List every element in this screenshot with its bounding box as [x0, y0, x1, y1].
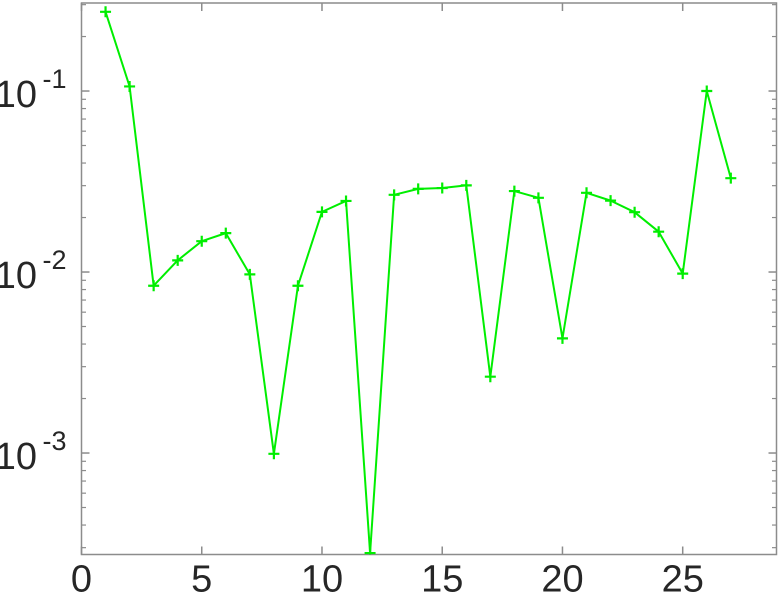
x-tick-label: 0 [71, 559, 92, 600]
data-point-marker [100, 6, 112, 18]
data-point-marker [340, 195, 352, 207]
x-tick-label: 15 [421, 559, 463, 600]
x-tick-label: 25 [662, 559, 704, 600]
data-point-marker [605, 195, 617, 207]
data-point-marker [629, 206, 641, 218]
data-point-marker [268, 448, 280, 460]
data-point-marker [364, 547, 376, 555]
data-point-marker [460, 179, 472, 191]
y-tick-label: 10 -2 [0, 245, 67, 297]
data-point-marker [388, 189, 400, 201]
x-tick-label: 10 [301, 559, 343, 600]
data-point-marker [220, 227, 232, 239]
data-point-marker [244, 268, 256, 280]
data-point-marker [316, 206, 328, 218]
x-tick-label: 5 [191, 559, 212, 600]
data-point-marker [556, 332, 568, 344]
data-point-marker [196, 235, 208, 247]
data-point-marker [701, 85, 713, 97]
y-tick-label: 10 -3 [0, 426, 67, 478]
data-point-marker [677, 268, 689, 280]
plot-border [80, 2, 778, 556]
data-point-marker [292, 280, 304, 292]
y-tick-label: 10 -1 [0, 64, 67, 116]
data-point-marker [412, 183, 424, 195]
data-point-marker [725, 172, 737, 184]
data-point-marker [581, 187, 593, 199]
x-tick-label: 20 [541, 559, 583, 600]
data-point-marker [532, 192, 544, 204]
series-group [100, 6, 737, 555]
data-point-marker [172, 254, 184, 266]
data-point-marker [653, 226, 665, 238]
data-point-marker [436, 182, 448, 194]
data-point-marker [148, 280, 160, 292]
data-point-marker [508, 185, 520, 197]
data-point-marker [124, 80, 136, 92]
data-point-marker [484, 371, 496, 383]
